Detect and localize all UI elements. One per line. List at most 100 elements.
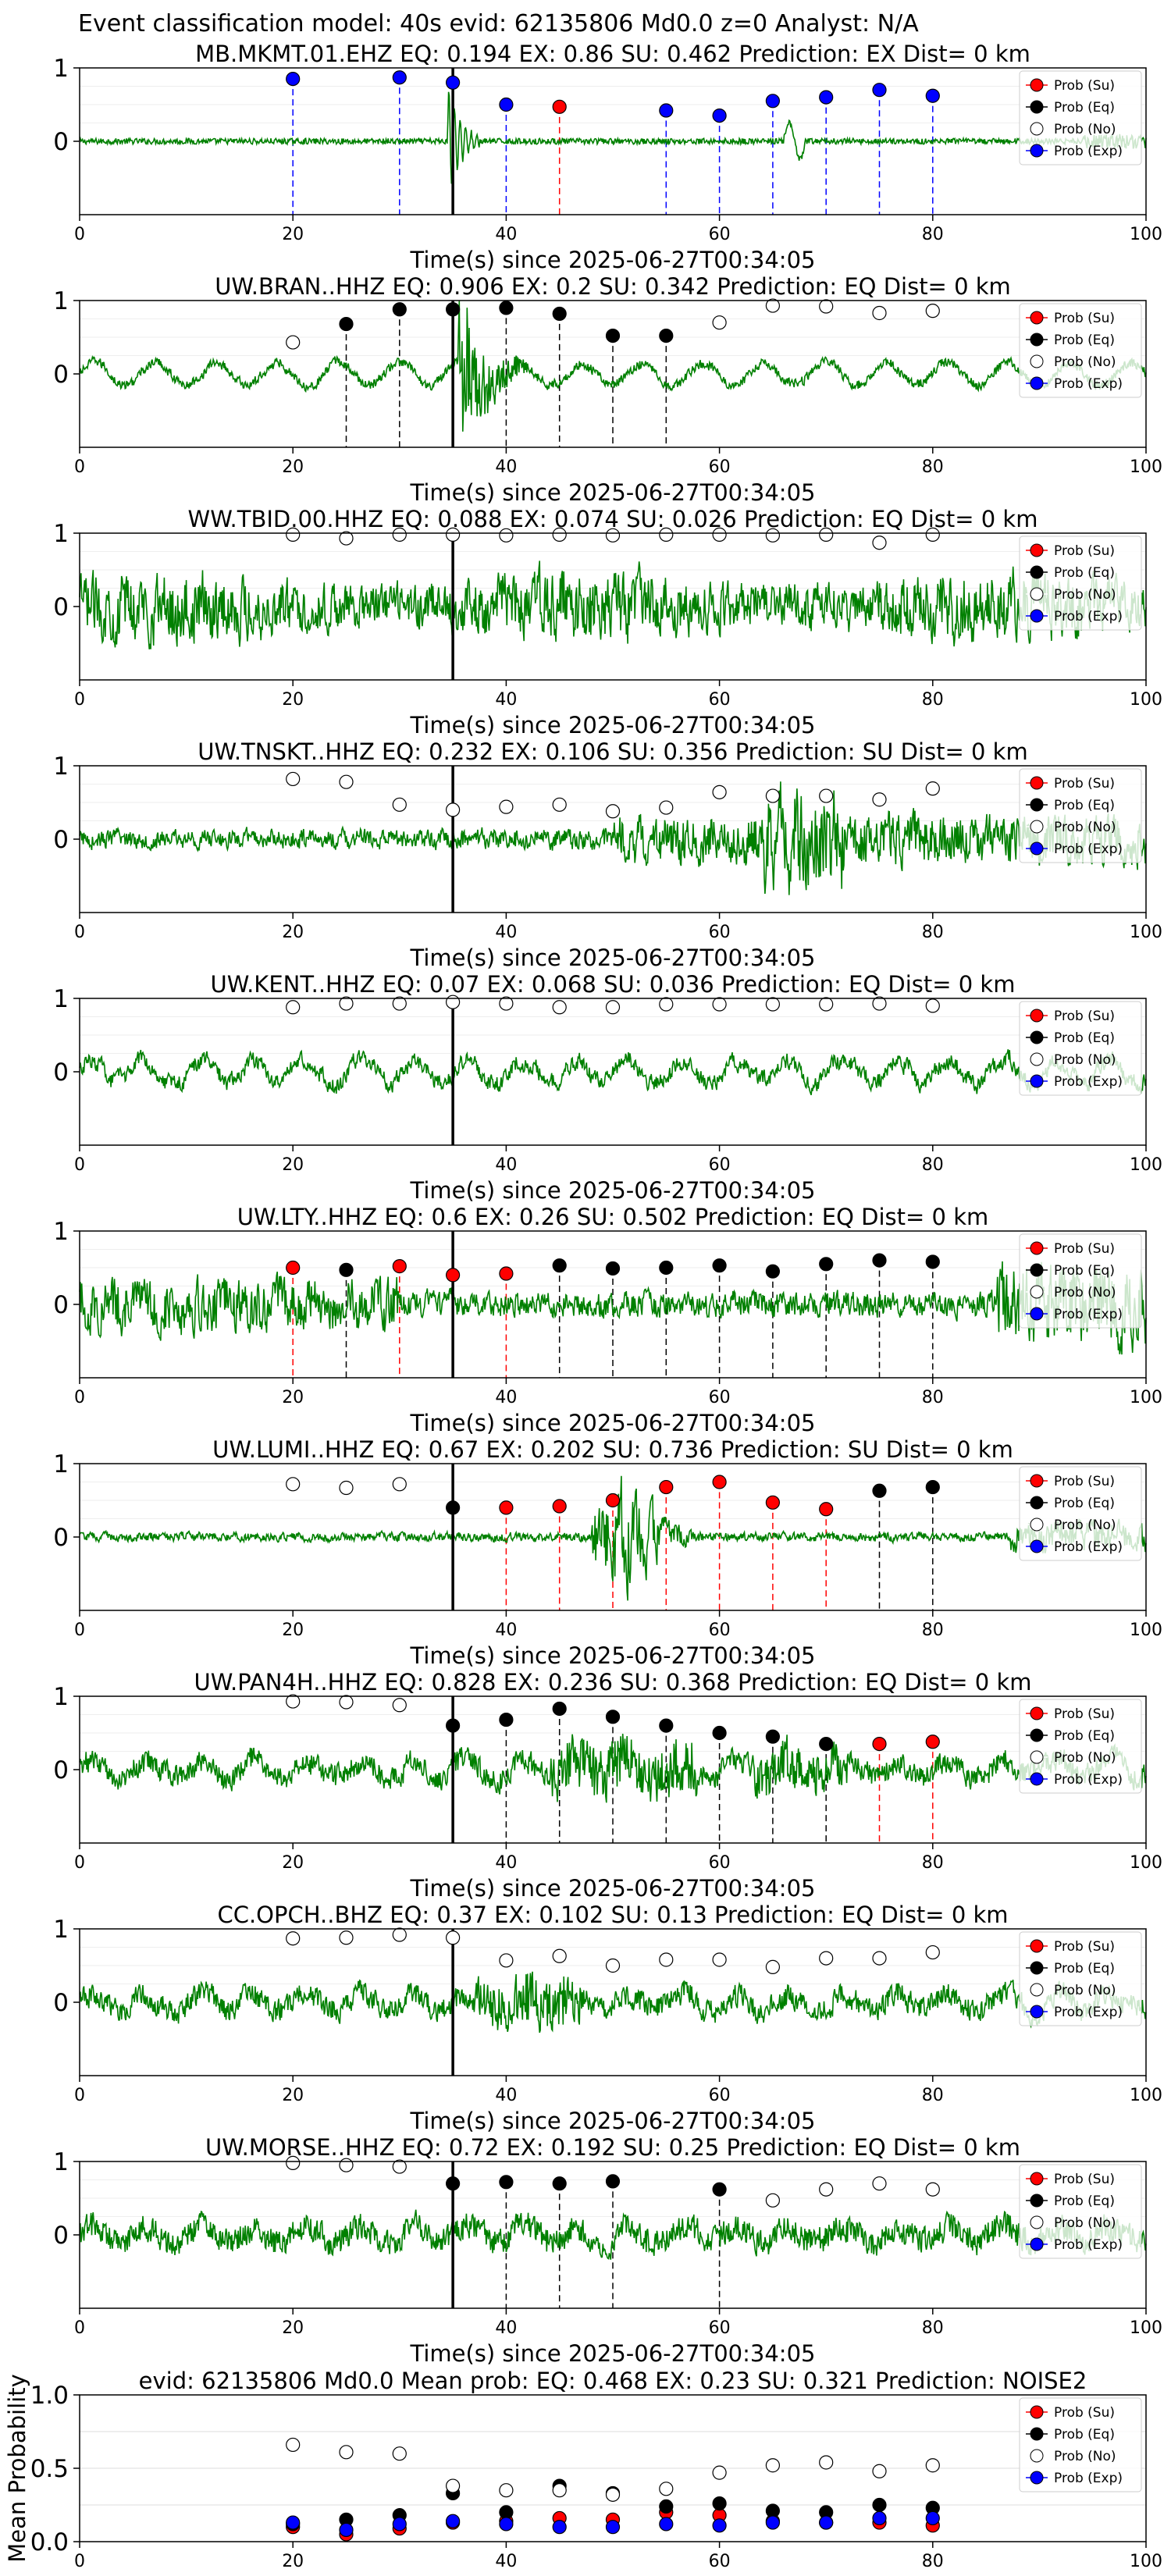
y-tick-label: 1: [53, 55, 69, 83]
legend-box: [1019, 70, 1142, 165]
probability-point: [925, 2182, 940, 2197]
y-tick-label: 1: [53, 1683, 69, 1711]
legend-marker-exp-icon: [1030, 1539, 1044, 1553]
legend-label: Prob (No): [1054, 122, 1116, 137]
probability-point: [552, 2176, 567, 2191]
probability-point: [605, 2174, 621, 2189]
legend-label: Prob (Exp): [1054, 1074, 1123, 1090]
x-tick-label: 80: [922, 457, 944, 477]
legend-label: Prob (Exp): [1054, 1772, 1123, 1788]
x-tick-label: 100: [1130, 1388, 1162, 1407]
probability-point: [286, 2515, 301, 2530]
legend-marker-eq-icon: [1030, 1496, 1044, 1510]
x-axis-label: Time(s) since 2025-06-27T00:34:05: [410, 479, 816, 506]
panel-title: WW.TBID.00.HHZ EQ: 0.088 EX: 0.074 SU: 0…: [188, 506, 1038, 532]
x-tick-label: 40: [495, 690, 517, 710]
probability-point: [819, 788, 834, 803]
probability-point: [765, 1495, 781, 1510]
legend-box: [1019, 1001, 1142, 1096]
probability-point: [392, 1477, 407, 1492]
y-axis-label: Mean Probability: [4, 2374, 30, 2563]
legend-box: [1019, 1233, 1142, 1329]
probability-point: [445, 2176, 461, 2191]
probability-point: [286, 335, 301, 350]
probability-point: [499, 528, 514, 543]
probability-point: [712, 1258, 727, 1273]
x-axis-label: Time(s) since 2025-06-27T00:34:05: [410, 1875, 816, 1902]
probability-point: [659, 1479, 674, 1495]
legend-label: Prob (No): [1054, 1052, 1116, 1068]
y-tick-label: 1: [53, 2148, 69, 2176]
x-tick-label: 20: [282, 923, 304, 942]
x-tick-label: 80: [922, 1155, 944, 1175]
legend-label: Prob (Exp): [1054, 2471, 1123, 2486]
probability-point: [392, 1259, 407, 1274]
legend-marker-no-icon: [1030, 2215, 1044, 2229]
probability-point: [445, 2478, 461, 2493]
legend-label: Prob (Su): [1054, 311, 1115, 326]
probability-point: [552, 1948, 567, 1963]
probability-point: [872, 83, 887, 98]
x-tick-label: 80: [922, 1621, 944, 1640]
legend-marker-exp-icon: [1030, 1307, 1044, 1321]
legend-marker-eq-icon: [1030, 1263, 1044, 1277]
probability-point: [339, 1262, 354, 1277]
probability-point: [445, 802, 461, 817]
panel-title: UW.MORSE..HHZ EQ: 0.72 EX: 0.192 SU: 0.2…: [205, 2134, 1020, 2161]
probability-point: [712, 315, 727, 330]
legend-marker-eq-icon: [1030, 2194, 1044, 2208]
x-tick-label: 60: [709, 225, 731, 244]
probability-point: [659, 2499, 674, 2514]
legend-marker-su-icon: [1030, 543, 1044, 557]
y-tick-label: 0: [53, 128, 69, 156]
legend-label: Prob (No): [1054, 587, 1116, 603]
panel-6: UW.LTY..HHZ EQ: 0.6 EX: 0.26 SU: 0.502 P…: [53, 1204, 1162, 1436]
probability-point: [499, 2517, 514, 2532]
probability-point: [765, 2193, 781, 2208]
x-tick-label: 40: [495, 2552, 517, 2571]
x-tick-label: 60: [709, 457, 731, 477]
panel-title: MB.MKMT.01.EHZ EQ: 0.194 EX: 0.86 SU: 0.…: [195, 41, 1030, 67]
legend-marker-eq-icon: [1030, 333, 1044, 347]
legend-label: Prob (No): [1054, 2449, 1116, 2464]
legend-marker-no-icon: [1030, 1285, 1044, 1299]
probability-point: [872, 1951, 887, 1966]
x-tick-label: 80: [922, 2086, 944, 2105]
probability-point: [445, 1930, 461, 1945]
panel-10: UW.MORSE..HHZ EQ: 0.72 EX: 0.192 SU: 0.2…: [53, 2134, 1162, 2367]
probability-point: [872, 1483, 887, 1498]
x-tick-label: 0: [74, 1853, 85, 1873]
legend-label: Prob (No): [1054, 1517, 1116, 1533]
seismic-waveform: [79, 560, 1147, 649]
probability-point: [499, 1500, 514, 1515]
x-tick-label: 0: [74, 1155, 85, 1175]
probability-point: [659, 527, 674, 542]
probability-point: [765, 997, 781, 1012]
legend-label: Prob (No): [1054, 354, 1116, 370]
probability-point: [339, 1695, 354, 1710]
x-tick-label: 60: [709, 2552, 731, 2571]
probability-point: [712, 997, 727, 1012]
probability-point: [872, 1253, 887, 1268]
probability-point: [392, 2159, 407, 2174]
probability-point: [712, 2518, 727, 2533]
probability-point: [392, 302, 407, 317]
x-tick-label: 100: [1130, 690, 1162, 710]
x-tick-label: 60: [709, 1388, 731, 1407]
legend-label: Prob (Exp): [1054, 376, 1123, 392]
probability-point: [605, 528, 621, 543]
probability-point: [712, 527, 727, 542]
probability-point: [392, 2446, 407, 2461]
y-tick-label: 0: [53, 361, 69, 389]
panel-title: evid: 62135806 Md0.0 Mean prob: EQ: 0.46…: [139, 2368, 1087, 2394]
panel-7: UW.LUMI..HHZ EQ: 0.67 EX: 0.202 SU: 0.73…: [53, 1436, 1162, 1669]
x-tick-label: 0: [74, 2552, 85, 2571]
legend-marker-no-icon: [1030, 1052, 1044, 1066]
probability-point: [445, 2514, 461, 2528]
y-tick-label: 1: [53, 753, 69, 781]
x-tick-label: 40: [495, 1388, 517, 1407]
legend-label: Prob (Exp): [1054, 1539, 1123, 1555]
probability-point: [659, 800, 674, 815]
panel-3: WW.TBID.00.HHZ EQ: 0.088 EX: 0.074 SU: 0…: [53, 506, 1162, 738]
